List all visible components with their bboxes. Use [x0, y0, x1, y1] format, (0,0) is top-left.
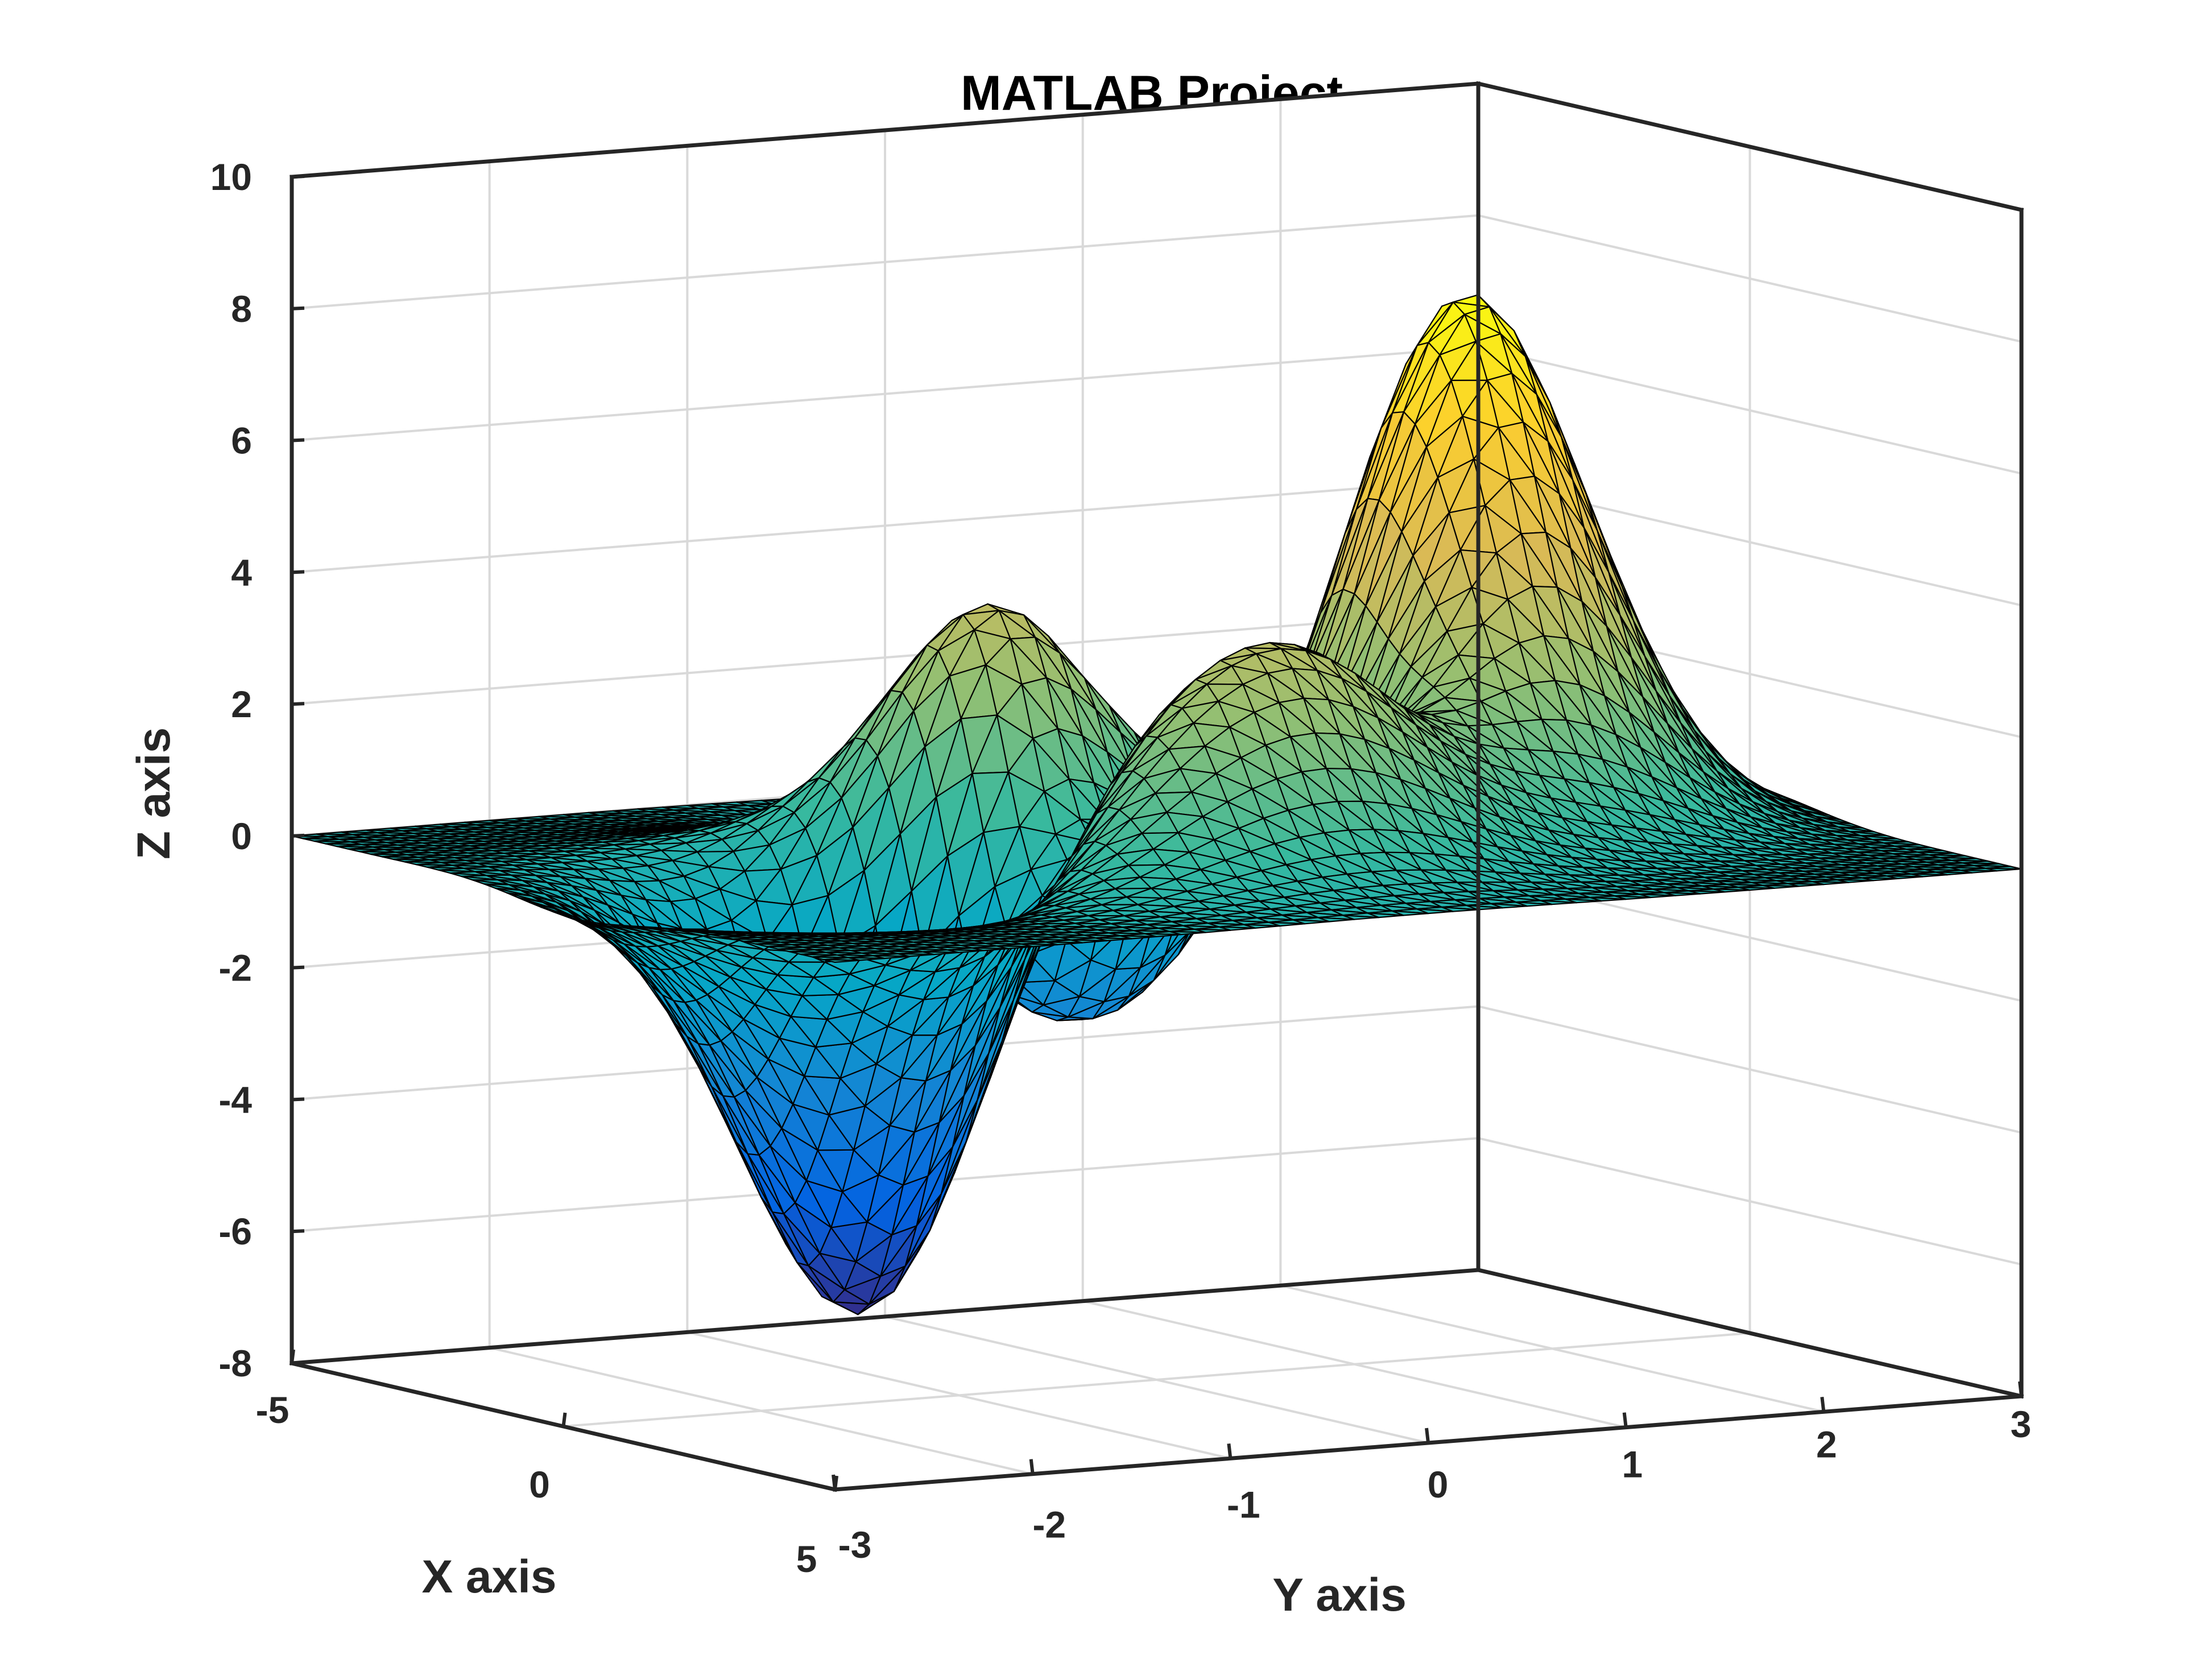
z-tick-label: 2	[231, 683, 252, 725]
z-tick	[291, 306, 305, 311]
y-tick	[1227, 1443, 1233, 1459]
top-right-edge	[1475, 81, 2024, 213]
x-axis-label: X axis	[421, 1551, 556, 1603]
tick-labels: -8 -6 -4 -2 0 2 4 6 8 10 -5 0 5 -3 -2 -1 0 1 2 3	[210, 156, 2032, 1580]
y-tick-label: 1	[1622, 1443, 1643, 1486]
z-tick-label: -6	[218, 1210, 252, 1252]
z-tick	[291, 175, 305, 179]
top-left-edge	[290, 81, 1481, 179]
z-tick-label: 0	[231, 815, 252, 857]
z-tick	[291, 965, 305, 970]
y-axis-label: Y axis	[1272, 1569, 1407, 1621]
y-tick	[832, 1474, 837, 1490]
z-tick	[291, 438, 305, 442]
y-tick	[1425, 1428, 1430, 1443]
floor-left-edge	[290, 1268, 1481, 1366]
x-tick-label: 5	[796, 1538, 817, 1580]
z-tick-label: -2	[218, 947, 252, 989]
z-tick-label: 6	[231, 420, 252, 462]
tick-marks	[290, 175, 2023, 1490]
y-tick	[1622, 1412, 1628, 1428]
z-tick-label: -4	[218, 1078, 252, 1120]
y-tick-label: -1	[1227, 1483, 1260, 1525]
z-tick-label: -8	[218, 1342, 252, 1384]
floor-back-edge	[1475, 1267, 2024, 1399]
y-tick	[2018, 1381, 2023, 1397]
z-tick-label: 4	[231, 551, 252, 593]
y-tick-label: -3	[838, 1524, 872, 1566]
x-tick-label: -5	[256, 1389, 290, 1431]
surface-mesh	[291, 294, 2023, 1315]
x-tick	[290, 1349, 295, 1364]
surface-face	[822, 959, 861, 963]
x-tick	[561, 1412, 567, 1427]
gridline-x-floor	[563, 1332, 1750, 1428]
y-tick	[1820, 1396, 1826, 1412]
z-tick	[291, 833, 305, 838]
y-tick-label: 3	[2011, 1403, 2032, 1445]
y-tick	[1029, 1459, 1035, 1475]
y-tick-label: 2	[1816, 1423, 1837, 1465]
x-tick-label: 0	[529, 1463, 550, 1505]
z-axis-label: Z axis	[128, 727, 180, 859]
y-tick-label: 0	[1428, 1463, 1449, 1505]
y-tick-label: -2	[1032, 1504, 1066, 1546]
z-tick-label: 8	[231, 288, 252, 330]
z-tick-label: 10	[210, 156, 252, 198]
